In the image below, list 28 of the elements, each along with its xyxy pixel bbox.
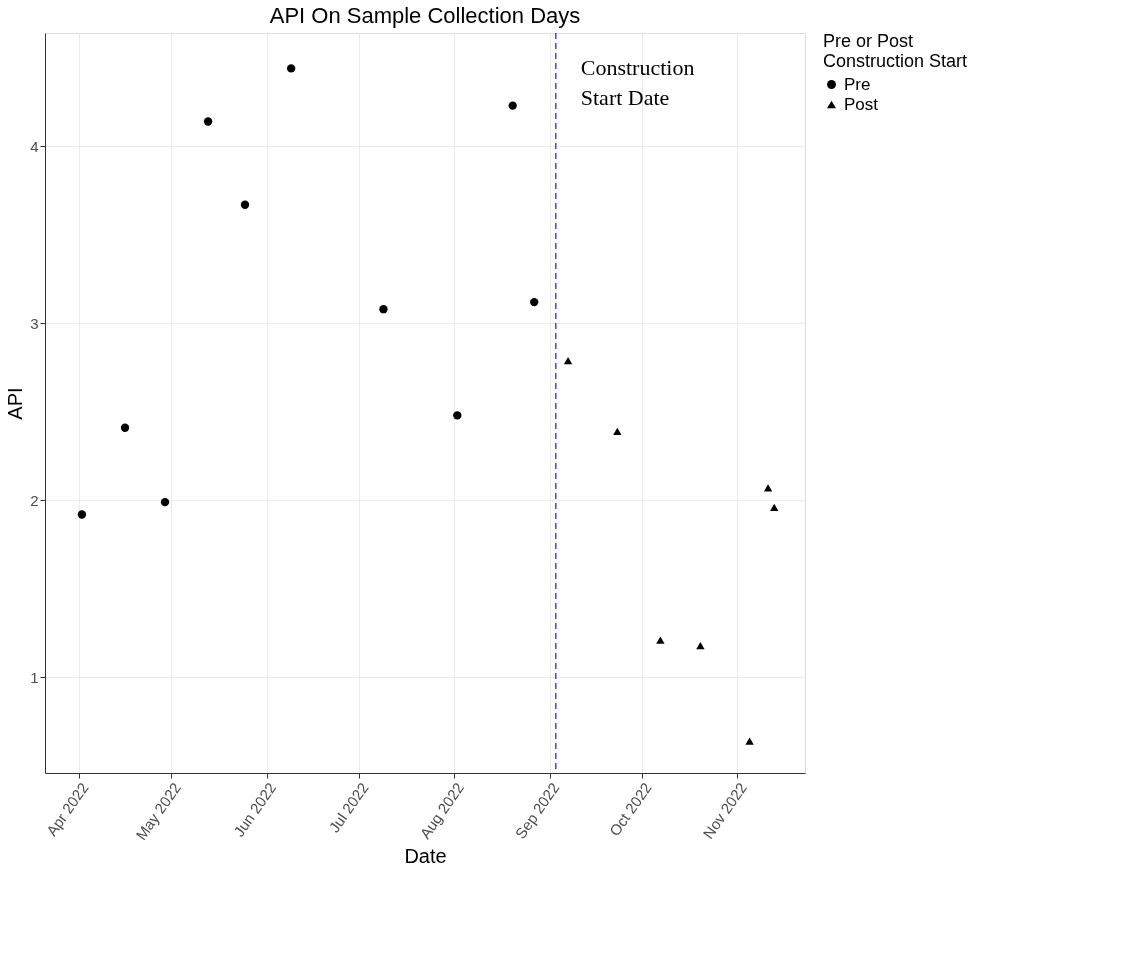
y-tick-label: 1 (30, 668, 39, 686)
x-axis-title: Date (404, 845, 447, 868)
point (613, 427, 622, 435)
y-tick-label: 4 (30, 137, 39, 155)
legend-label: Post (844, 94, 879, 114)
point (563, 356, 573, 365)
point (160, 497, 170, 507)
y-axis-title: API (4, 387, 27, 420)
point (745, 737, 754, 745)
point (770, 503, 779, 512)
point (286, 64, 296, 73)
point (656, 636, 665, 644)
point (530, 297, 539, 307)
y-tick-label: 3 (30, 314, 39, 332)
ref-line-label: Construction Start Date (580, 55, 695, 110)
point (120, 423, 130, 432)
point (696, 641, 705, 650)
point (453, 411, 462, 420)
chart-title: API On Sample Collection Days (269, 3, 581, 29)
point (763, 484, 773, 492)
point (240, 200, 250, 209)
point (203, 117, 213, 126)
legend-label: Pre (844, 74, 871, 94)
legend-title: Pre or Post Construction Start (823, 31, 968, 71)
point (77, 510, 87, 519)
point (508, 101, 517, 110)
point (379, 305, 388, 314)
y-tick-label: 2 (30, 491, 39, 509)
